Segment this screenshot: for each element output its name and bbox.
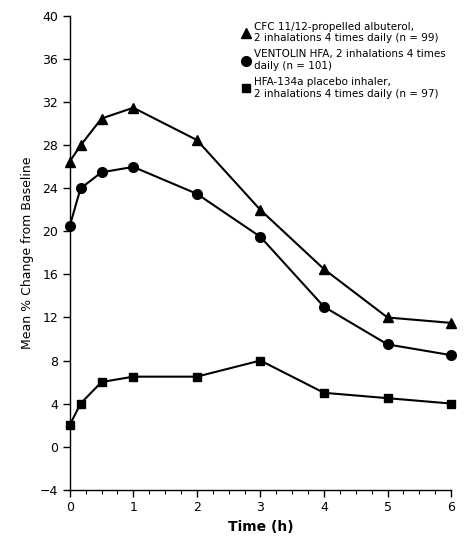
Y-axis label: Mean % Change from Baseline: Mean % Change from Baseline: [21, 157, 34, 349]
X-axis label: Time (h): Time (h): [227, 520, 293, 534]
Legend: CFC 11/12-propelled albuterol,
2 inhalations 4 times daily (n = 99), VENTOLIN HF: CFC 11/12-propelled albuterol, 2 inhalat…: [238, 17, 450, 103]
